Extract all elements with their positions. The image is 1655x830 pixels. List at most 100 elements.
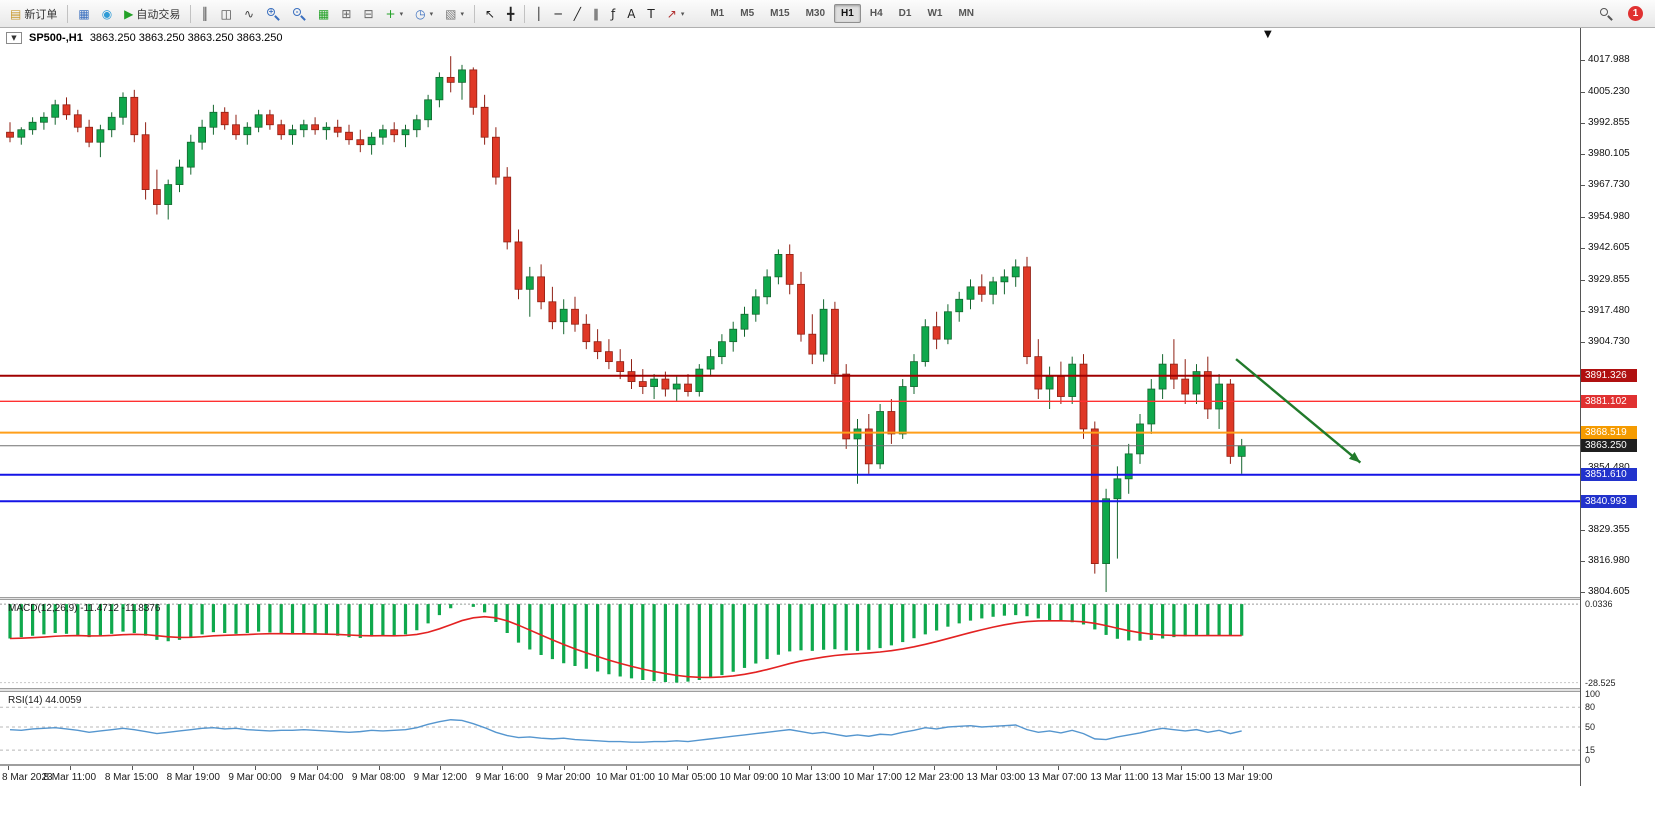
price-axis[interactable]: 4017.988 4005.230 3992.855 3980.105 3967.730… [1580,28,1655,786]
price-tick: 4017.988 [1581,54,1630,66]
toolbar: ▤ 新订单 ▦ ◉ ▶ 自动交易 ║ ◫ ∿ + - ▦ ⊞ ⊟ + ▾ ◷ ▾ ▧ ▾ ↖ ╋ │ ─ ╱ ∥ ƒ A T ↗ ▾ M1 M… [0,0,1655,28]
search-button[interactable] [1594,4,1618,24]
chevron-down-icon: ▾ [460,9,464,18]
timeframe-bar: M1 M5 M15 M30 H1 H4 D1 W1 MN [702,4,982,23]
rsi-splitter[interactable] [0,688,1655,692]
timeframe-h1[interactable]: H1 [834,4,861,23]
time-tick [69,766,71,770]
vertical-line-button[interactable]: │ [530,5,547,23]
macd-histogram [8,604,1244,683]
channel-icon: ∥ [592,6,599,21]
timeframe-m30[interactable]: M30 [805,8,826,19]
candle-chart-type-button[interactable]: ◫ [216,5,237,23]
chevron-down-icon: ▾ [399,9,404,18]
macd-signal-line [9,615,1242,679]
price-tick: 4005.230 [1581,86,1630,98]
cursor-button[interactable]: ↖ [480,5,500,23]
line-chart-type-button[interactable]: ∿ [239,5,259,23]
auto-trading-button[interactable]: ▶ 自动交易 [119,3,185,25]
notifications-badge[interactable]: 1 [1628,6,1643,21]
timeframe-m15[interactable]: M15 [770,8,790,19]
rsi-panel[interactable] [0,692,1580,764]
time-label: 8 Mar 19:00 [166,772,220,783]
rsi-axis-label: 15 [1585,745,1596,756]
price-line-badge: 3868.519 [1581,426,1637,440]
time-tick [1057,766,1059,770]
macd-axis-label: -28.525 [1585,677,1616,688]
timeframe-mn[interactable]: MN [958,8,974,19]
chart-window[interactable]: ▼ SP500-,H1 3863.250 3863.250 3863.250 3… [0,28,1655,786]
zoom-out-button[interactable]: - [287,4,311,24]
bar-chart-type-button[interactable]: ║ [196,5,213,23]
new-order-button[interactable]: ▤ 新订单 [5,3,62,25]
price-tick: 3854.480 [1581,462,1630,474]
time-tick [8,766,9,770]
main-chart[interactable] [0,28,1580,598]
symbol-dropdown[interactable]: ▼ [6,32,22,44]
time-tick [872,766,874,770]
charts-window-button[interactable]: ▦ [73,5,94,23]
macd-panel[interactable] [0,600,1580,688]
price-line-badge: 3891.326 [1581,369,1637,383]
tile-windows-icon: ▦ [318,6,330,21]
trendline-button[interactable]: ╱ [569,5,586,23]
timeframe-m1[interactable]: M1 [710,8,725,19]
text-button[interactable]: A [622,5,640,23]
time-label: 9 Mar 12:00 [413,772,467,783]
crosshair-button[interactable]: ╋ [502,5,519,23]
trendline-icon: ╱ [573,6,581,21]
time-tick [749,766,750,770]
label-button[interactable]: T [642,5,659,23]
timeframe-w1[interactable]: W1 [927,8,943,19]
rsi-header: RSI(14) 44.0059 [8,695,82,706]
time-label: 9 Mar 00:00 [228,772,282,783]
time-label: 13 Mar 03:00 [966,772,1026,783]
arrange-windows-button[interactable]: ⊞ [336,5,356,23]
chevron-down-icon: ▾ [680,9,685,18]
time-label: 9 Mar 20:00 [537,772,591,783]
time-tick [131,766,133,770]
chart-ohlc-values: 3863.250 3863.250 3863.250 3863.250 [89,32,283,44]
indicators-icon: + [385,6,396,21]
zoom-in-button[interactable]: + [261,4,285,24]
crosshair-icon: ╋ [507,6,515,21]
price-tick: 3829.355 [1581,524,1630,536]
trend-arrow[interactable] [1235,358,1362,464]
data-window-button[interactable]: ◉ [97,5,117,23]
time-tick [687,766,689,770]
templates-icon: ▧ [445,6,457,21]
tile-windows-button[interactable]: ▦ [313,5,334,23]
text-icon: A [627,6,636,21]
fibonacci-button[interactable]: ƒ [606,5,620,23]
macd-splitter[interactable] [0,597,1655,600]
periods-icon: ◷ [415,6,426,21]
arrows-dropdown[interactable]: ↗ ▾ [662,5,690,23]
templates-dropdown[interactable]: ▧ ▾ [440,5,469,23]
label-icon: T [647,6,655,21]
chart-shift-button[interactable]: ⊟ [358,5,378,23]
channel-button[interactable]: ∥ [588,5,604,23]
chart-shift-marker[interactable]: ▼ [1264,29,1272,40]
price-tick: 3804.605 [1581,586,1630,598]
zoom-out-icon: - [292,7,306,21]
toolbar-separator [67,4,69,23]
rsi-axis-label: 100 [1585,689,1601,699]
time-axis[interactable]: 8 Mar 2023 8 Mar 11:00 8 Mar 15:00 8 Mar 19… [0,766,1580,786]
horizontal-line-button[interactable]: ─ [549,5,566,23]
timeframe-d1[interactable]: D1 [898,8,912,19]
periods-dropdown[interactable]: ◷ ▾ [410,5,438,23]
auto-trading-label: 自动交易 [136,8,181,21]
timeframe-h4[interactable]: H4 [869,8,883,19]
price-tick: 3942.605 [1581,242,1630,254]
charts-window-icon: ▦ [78,6,90,21]
timeframe-m5[interactable]: M5 [740,8,755,19]
rsi-axis-label: 50 [1585,722,1596,732]
price-tick: 3917.480 [1581,305,1630,317]
rsi-line [9,719,1242,743]
time-tick [563,766,565,770]
time-label: 10 Mar 13:00 [781,772,841,783]
time-label: 13 Mar 15:00 [1151,772,1211,783]
indicators-dropdown[interactable]: + ▾ [381,5,409,23]
chart-symbol-label: SP500-,H1 [29,32,83,44]
vertical-line-icon: │ [535,6,543,21]
